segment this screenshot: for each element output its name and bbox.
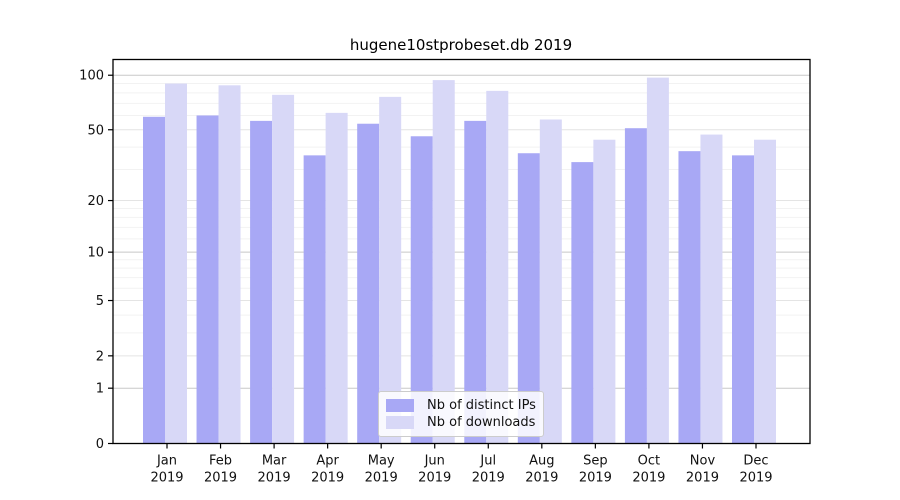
bar-downloads-apr — [325, 112, 348, 444]
x-tick-label-month: Jun — [424, 454, 445, 469]
legend-item-distinct-ips: Nb of distinct IPs — [386, 398, 536, 413]
x-tick-label-month: May — [368, 454, 395, 469]
y-tick-label: 50 — [87, 123, 104, 138]
bar-distinct-ips-feb — [196, 115, 219, 444]
bar-downloads-may — [379, 96, 402, 444]
bar-downloads-mar — [272, 94, 295, 444]
x-tick-label-month: Mar — [262, 454, 287, 469]
bar-distinct-ips-sep — [571, 162, 594, 444]
x-tick-label-year: 2019 — [739, 471, 772, 486]
bar-distinct-ips-aug — [517, 153, 540, 444]
legend: Nb of distinct IPs Nb of downloads — [378, 391, 544, 437]
y-tick-label: 5 — [96, 294, 104, 309]
bar-downloads-jul — [486, 90, 509, 444]
x-tick-label-year: 2019 — [204, 471, 237, 486]
bar-downloads-feb — [218, 85, 241, 444]
bar-distinct-ips-jun — [410, 136, 433, 444]
legend-swatch-downloads — [386, 416, 414, 429]
x-tick-label-year: 2019 — [311, 471, 344, 486]
x-tick-label-year: 2019 — [525, 471, 558, 486]
x-tick-label-month: Jul — [479, 454, 496, 469]
legend-label-distinct-ips: Nb of distinct IPs — [427, 398, 536, 413]
x-tick-label-year: 2019 — [418, 471, 451, 486]
x-tick-label-month: Dec — [743, 454, 768, 469]
x-tick-label-month: Oct — [638, 454, 660, 469]
bar-distinct-ips-may — [357, 123, 380, 444]
bar-distinct-ips-jan — [143, 116, 165, 444]
y-tick-label: 0 — [96, 437, 104, 452]
x-tick-label-year: 2019 — [632, 471, 665, 486]
bar-distinct-ips-nov — [678, 151, 701, 444]
x-tick-label-year: 2019 — [258, 471, 291, 486]
bar-downloads-nov — [700, 134, 723, 444]
bar-distinct-ips-mar — [250, 120, 273, 444]
legend-swatch-distinct-ips — [386, 399, 414, 412]
bar-downloads-dec — [754, 139, 776, 444]
x-tick-label-year: 2019 — [472, 471, 505, 486]
bar-downloads-sep — [593, 139, 616, 444]
x-tick-label-year: 2019 — [579, 471, 612, 486]
bar-downloads-oct — [646, 77, 669, 444]
x-tick-label-year: 2019 — [150, 471, 183, 486]
y-tick-label: 10 — [87, 246, 104, 261]
y-tick-label: 1 — [96, 382, 104, 397]
x-tick-label-year: 2019 — [686, 471, 719, 486]
x-tick-label-month: Apr — [316, 454, 339, 469]
legend-label-downloads: Nb of downloads — [427, 415, 536, 430]
y-tick-label: 20 — [87, 194, 104, 209]
x-tick-label-month: Jan — [156, 454, 177, 469]
bar-distinct-ips-jul — [464, 120, 487, 444]
bar-downloads-jun — [432, 80, 455, 444]
legend-item-downloads: Nb of downloads — [386, 415, 535, 430]
bar-downloads-aug — [539, 119, 562, 444]
y-tick-label: 100 — [79, 69, 104, 84]
bar-downloads-jan — [165, 83, 187, 444]
chart-title: hugene10stprobeset.db 2019 — [349, 36, 573, 54]
plot-frame — [112, 58, 811, 445]
x-tick-label-month: Aug — [529, 454, 554, 469]
y-tick-label: 2 — [96, 349, 104, 364]
x-tick-label-year: 2019 — [365, 471, 398, 486]
bar-distinct-ips-dec — [732, 155, 754, 444]
bar-distinct-ips-oct — [624, 128, 647, 444]
x-tick-label-month: Feb — [209, 454, 232, 469]
x-tick-label-month: Nov — [690, 454, 716, 469]
x-tick-label-month: Sep — [583, 454, 608, 469]
bar-distinct-ips-apr — [303, 155, 326, 444]
